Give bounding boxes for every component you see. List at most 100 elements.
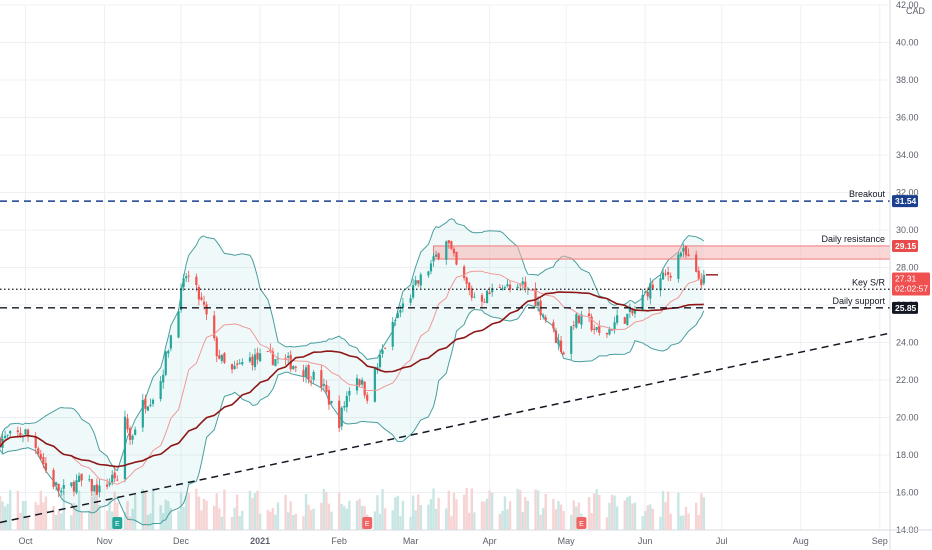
candle[interactable] (534, 282, 537, 307)
candle[interactable] (391, 317, 394, 351)
earnings-marker[interactable]: E (362, 517, 373, 529)
candle[interactable] (320, 364, 323, 392)
candle[interactable] (292, 365, 295, 370)
candle[interactable] (559, 335, 563, 354)
candle[interactable] (572, 320, 575, 330)
candle[interactable] (468, 281, 471, 296)
candle[interactable] (144, 394, 147, 414)
candle[interactable] (169, 334, 172, 352)
candle[interactable] (590, 313, 593, 333)
candle[interactable] (126, 413, 129, 433)
candle[interactable] (580, 310, 583, 329)
candle[interactable] (613, 316, 616, 334)
candle[interactable] (491, 283, 494, 297)
candle[interactable] (452, 247, 456, 257)
resistance-zone-box[interactable] (433, 245, 891, 260)
candle[interactable] (223, 351, 226, 365)
candle[interactable] (383, 347, 387, 350)
candle[interactable] (419, 272, 422, 290)
candle[interactable] (562, 351, 565, 355)
candle[interactable] (93, 485, 96, 492)
candle[interactable] (628, 303, 631, 319)
candle[interactable] (503, 285, 507, 290)
candle[interactable] (4, 430, 7, 440)
candle[interactable] (343, 401, 346, 411)
candle[interactable] (396, 311, 399, 319)
candle[interactable] (302, 364, 305, 382)
candle[interactable] (434, 250, 438, 258)
candle[interactable] (88, 474, 91, 482)
candle[interactable] (432, 253, 435, 267)
candle[interactable] (162, 369, 165, 389)
candle[interactable] (266, 350, 269, 352)
candle[interactable] (215, 336, 218, 363)
candle[interactable] (164, 350, 167, 377)
earnings-marker[interactable]: E (576, 517, 587, 529)
candle[interactable] (445, 240, 448, 265)
candle[interactable] (327, 385, 331, 410)
candle[interactable] (123, 410, 127, 483)
candle[interactable] (167, 349, 170, 358)
candle[interactable] (55, 481, 58, 491)
candle[interactable] (373, 366, 376, 403)
candle[interactable] (200, 292, 203, 302)
candle[interactable] (394, 318, 397, 326)
candle[interactable] (42, 452, 45, 469)
candle[interactable] (417, 280, 420, 288)
candle[interactable] (60, 487, 63, 497)
candle[interactable] (429, 259, 433, 275)
candle[interactable] (256, 347, 259, 365)
candle[interactable] (697, 266, 700, 281)
candle[interactable] (498, 284, 501, 288)
candle[interactable] (575, 312, 578, 329)
candle[interactable] (455, 251, 458, 266)
candle[interactable] (684, 245, 688, 259)
candle[interactable] (304, 364, 308, 383)
candle[interactable] (141, 393, 144, 432)
candle[interactable] (159, 376, 162, 402)
candle[interactable] (437, 252, 440, 261)
candle[interactable] (544, 314, 547, 323)
candle[interactable] (233, 360, 236, 370)
candle[interactable] (220, 354, 223, 364)
candle[interactable] (218, 349, 221, 360)
candle[interactable] (72, 480, 76, 497)
candle[interactable] (238, 359, 241, 365)
candle[interactable] (134, 426, 137, 436)
candle[interactable] (501, 284, 504, 291)
candle[interactable] (113, 466, 116, 483)
candle[interactable] (312, 369, 315, 383)
candle[interactable] (679, 251, 682, 258)
candle[interactable] (587, 308, 591, 323)
candle[interactable] (554, 327, 558, 344)
candle[interactable] (626, 313, 629, 326)
candle[interactable] (44, 456, 48, 474)
candle[interactable] (649, 277, 652, 305)
candle[interactable] (414, 276, 417, 287)
candle[interactable] (483, 298, 486, 303)
candle[interactable] (358, 378, 361, 388)
candle[interactable] (348, 387, 351, 402)
candle[interactable] (330, 400, 333, 405)
candle[interactable] (508, 280, 512, 293)
candle[interactable] (598, 320, 601, 336)
candle[interactable] (182, 273, 185, 291)
candle[interactable] (470, 285, 473, 301)
candle[interactable] (259, 348, 262, 363)
candle[interactable] (0, 436, 2, 449)
candle[interactable] (177, 308, 180, 339)
candle[interactable] (361, 377, 364, 387)
candle[interactable] (633, 306, 637, 318)
candle[interactable] (366, 392, 369, 404)
candle[interactable] (151, 398, 155, 407)
earnings-marker[interactable]: E (112, 517, 123, 529)
candle[interactable] (623, 316, 626, 324)
candle[interactable] (187, 270, 190, 283)
candle[interactable] (236, 359, 239, 369)
candle[interactable] (90, 478, 93, 497)
candle[interactable] (310, 375, 313, 387)
candle[interactable] (687, 248, 690, 257)
candle[interactable] (57, 483, 60, 498)
candle[interactable] (37, 446, 40, 457)
